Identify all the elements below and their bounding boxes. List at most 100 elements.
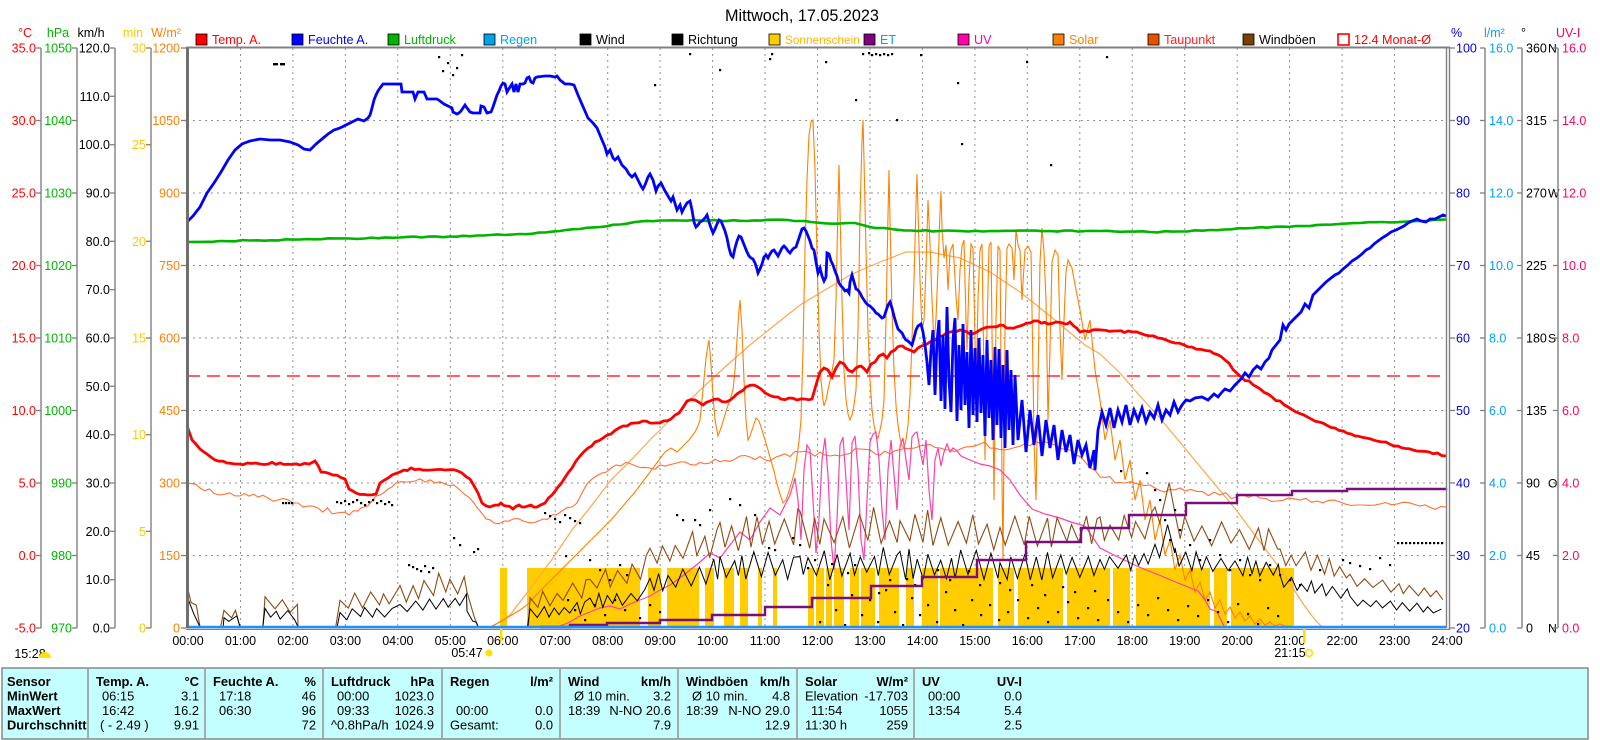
svg-text:600: 600	[159, 332, 180, 346]
svg-text:Solar: Solar	[805, 674, 837, 689]
svg-text:Feuchte A.: Feuchte A.	[213, 674, 278, 689]
svg-text:Sensor: Sensor	[7, 674, 51, 689]
svg-text:12.9: 12.9	[765, 718, 790, 733]
svg-text:9.91: 9.91	[174, 718, 199, 733]
svg-text:30: 30	[1456, 549, 1470, 563]
svg-text:00:00: 00:00	[337, 689, 369, 704]
svg-text:0.0: 0.0	[535, 718, 553, 733]
svg-text:12:00: 12:00	[802, 634, 833, 648]
svg-text:990: 990	[51, 477, 72, 491]
svg-text:13:54: 13:54	[928, 703, 960, 718]
svg-text:315: 315	[1526, 114, 1547, 128]
svg-text:°: °	[1521, 26, 1526, 40]
svg-text:10.0: 10.0	[12, 404, 36, 418]
svg-text:0.0: 0.0	[1004, 689, 1022, 704]
svg-text:4.8: 4.8	[772, 689, 790, 704]
svg-text:13:00: 13:00	[854, 634, 885, 648]
svg-text:0: 0	[1526, 622, 1533, 636]
svg-text:0.0: 0.0	[535, 703, 553, 718]
svg-text:6.0: 6.0	[1562, 404, 1579, 418]
svg-text:08:00: 08:00	[592, 634, 623, 648]
svg-text:l/m²: l/m²	[530, 674, 554, 689]
svg-text:110.0: 110.0	[80, 90, 110, 104]
svg-text:15:00: 15:00	[959, 634, 990, 648]
svg-text:20:00: 20:00	[1222, 634, 1253, 648]
svg-text:11:00: 11:00	[750, 634, 780, 648]
svg-text:18:39: 18:39	[686, 703, 718, 718]
svg-text:Durchschnitt: Durchschnitt	[7, 718, 87, 733]
svg-text:750: 750	[159, 259, 180, 273]
svg-text:1000: 1000	[44, 404, 72, 418]
svg-text:UV-I: UV-I	[997, 674, 1022, 689]
svg-text:N-NO 29.0: N-NO 29.0	[728, 703, 790, 718]
svg-text:Luftdruck: Luftdruck	[404, 33, 457, 47]
svg-text:0: 0	[173, 622, 180, 636]
svg-text:96: 96	[302, 703, 316, 718]
svg-text:60: 60	[1456, 332, 1470, 346]
svg-text:100: 100	[1456, 42, 1477, 56]
svg-text:^0.8hPa/h: ^0.8hPa/h	[331, 718, 389, 733]
svg-text:O: O	[1548, 477, 1557, 491]
svg-text:5: 5	[139, 525, 146, 539]
svg-text:80: 80	[1456, 187, 1470, 201]
svg-text:360: 360	[1526, 42, 1547, 56]
svg-text:900: 900	[159, 187, 180, 201]
svg-text:1050: 1050	[44, 42, 72, 56]
svg-text:Regen: Regen	[450, 674, 490, 689]
svg-text:180: 180	[1526, 332, 1547, 346]
svg-text:N: N	[1548, 42, 1557, 56]
svg-text:21:15: 21:15	[1274, 646, 1305, 660]
svg-text:19:00: 19:00	[1169, 634, 1200, 648]
svg-text:2.5: 2.5	[1004, 718, 1022, 733]
svg-text:46: 46	[302, 689, 316, 704]
svg-text:Luftdruck: Luftdruck	[331, 674, 391, 689]
svg-text:UV: UV	[974, 33, 992, 47]
svg-text:5.0: 5.0	[19, 477, 36, 491]
svg-text:30.0: 30.0	[86, 476, 110, 490]
svg-text:4.0: 4.0	[1489, 477, 1506, 491]
svg-text:1010: 1010	[44, 332, 72, 346]
svg-text:UV-I: UV-I	[1556, 26, 1580, 40]
svg-text:S: S	[1548, 332, 1556, 346]
svg-text:km/h: km/h	[77, 26, 104, 40]
svg-text:1023.0: 1023.0	[395, 689, 434, 704]
svg-text:16.0: 16.0	[1489, 42, 1513, 56]
svg-text:01:00: 01:00	[225, 634, 256, 648]
svg-text:07:00: 07:00	[540, 634, 571, 648]
svg-text:Solar: Solar	[1069, 33, 1098, 47]
svg-text:km/h: km/h	[641, 674, 671, 689]
svg-text:2.0: 2.0	[1562, 549, 1579, 563]
svg-text:05:00: 05:00	[435, 634, 466, 648]
svg-text:10.0: 10.0	[1562, 259, 1586, 273]
svg-text:16:00: 16:00	[1012, 634, 1043, 648]
svg-text:ET: ET	[880, 33, 896, 47]
svg-text:Temp. A.: Temp. A.	[212, 33, 261, 47]
svg-text:W/m²: W/m²	[876, 674, 908, 689]
svg-text:6.0: 6.0	[1489, 404, 1506, 418]
svg-text:14.0: 14.0	[1489, 114, 1513, 128]
svg-text:04:00: 04:00	[382, 634, 413, 648]
svg-text:17:18: 17:18	[219, 689, 251, 704]
svg-text:20.0: 20.0	[12, 259, 36, 273]
svg-text:Ø 10 min.: Ø 10 min.	[692, 689, 748, 704]
svg-text:70: 70	[1456, 259, 1470, 273]
svg-text:15.0: 15.0	[12, 332, 36, 346]
svg-text:Richtung: Richtung	[688, 33, 738, 47]
svg-text:30.0: 30.0	[12, 114, 36, 128]
svg-text:90: 90	[1456, 114, 1470, 128]
svg-text:14:00: 14:00	[907, 634, 938, 648]
svg-text:18:39: 18:39	[568, 703, 600, 718]
svg-text:18:00: 18:00	[1117, 634, 1148, 648]
svg-text:72: 72	[302, 718, 316, 733]
svg-text:1055: 1055	[879, 703, 908, 718]
svg-text:120.0: 120.0	[79, 42, 110, 56]
svg-text:3.1: 3.1	[181, 689, 199, 704]
svg-text:25.0: 25.0	[12, 187, 36, 201]
svg-text:1030: 1030	[44, 187, 72, 201]
svg-text:15: 15	[132, 332, 146, 346]
svg-text:20: 20	[1456, 622, 1470, 636]
svg-text:Gesamt:: Gesamt:	[450, 718, 499, 733]
svg-text:135: 135	[1526, 404, 1547, 418]
svg-text:10:00: 10:00	[697, 634, 728, 648]
svg-text:( - 2.49 ): ( - 2.49 )	[100, 718, 149, 733]
